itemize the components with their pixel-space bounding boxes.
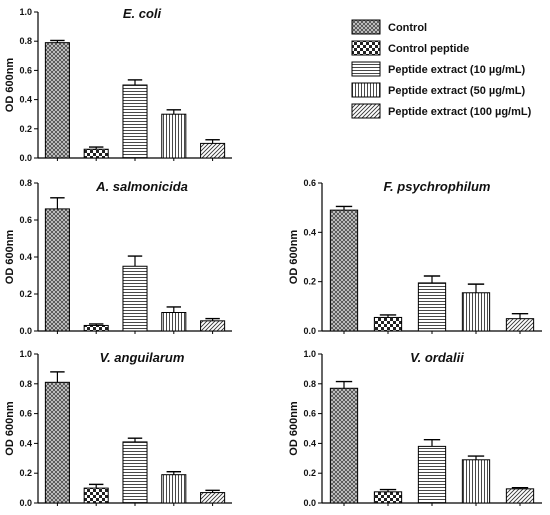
bar bbox=[122, 84, 148, 159]
y-tick-label: 0.0 bbox=[303, 326, 316, 336]
legend-item: Peptide extract (100 µg/mL) bbox=[351, 103, 532, 119]
y-tick-label: 0.0 bbox=[19, 326, 32, 336]
bar bbox=[461, 292, 491, 332]
panel-title: F. psychrophilum bbox=[384, 179, 491, 194]
y-axis-label: OD 600nm bbox=[4, 401, 16, 456]
bar bbox=[44, 42, 70, 159]
legend-swatch bbox=[351, 61, 381, 77]
y-tick-label: 0.4 bbox=[303, 438, 316, 448]
y-axis-label: OD 600nm bbox=[4, 230, 16, 285]
y-tick-label: 0.8 bbox=[19, 178, 32, 188]
bar bbox=[83, 148, 109, 159]
legend-item: Peptide extract (10 µg/mL) bbox=[351, 61, 525, 77]
bar bbox=[505, 318, 535, 332]
y-tick-label: 0.8 bbox=[19, 379, 32, 389]
y-tick-label: 0.6 bbox=[19, 409, 32, 419]
legend-item: Peptide extract (50 µg/mL) bbox=[351, 82, 525, 98]
bar bbox=[505, 488, 535, 504]
panel-title: E. coli bbox=[123, 6, 162, 21]
legend-swatch bbox=[351, 103, 381, 119]
bar bbox=[373, 316, 403, 332]
legend-item: Control peptide bbox=[351, 40, 469, 56]
bar bbox=[417, 282, 447, 332]
y-tick-label: 0.4 bbox=[19, 252, 32, 262]
y-axis-label: OD 600nm bbox=[288, 230, 300, 285]
y-tick-label: 0.6 bbox=[303, 178, 316, 188]
bar bbox=[329, 387, 359, 504]
y-tick-label: 0.2 bbox=[303, 277, 316, 287]
y-tick-label: 0.4 bbox=[303, 227, 316, 237]
y-tick-label: 1.0 bbox=[19, 7, 32, 17]
y-tick-label: 0.4 bbox=[19, 95, 32, 105]
panel-title: A. salmonicida bbox=[95, 179, 188, 194]
y-axis-label: OD 600nm bbox=[4, 58, 16, 113]
legend-swatch bbox=[351, 40, 381, 56]
bar bbox=[200, 320, 226, 332]
bar bbox=[161, 312, 187, 332]
y-tick-label: 0.8 bbox=[19, 36, 32, 46]
panel-title: V. ordalii bbox=[410, 350, 464, 365]
legend-item: Control bbox=[351, 19, 427, 35]
bar bbox=[200, 142, 226, 159]
bar bbox=[461, 459, 491, 504]
y-axis-label: OD 600nm bbox=[288, 401, 300, 456]
y-tick-label: 0.0 bbox=[303, 498, 316, 508]
y-tick-label: 0.6 bbox=[303, 409, 316, 419]
chart-panel: 0.0 0.2 0.4 0.6 0.8 1.0 OD 600nm V. anguilarum bbox=[4, 349, 232, 508]
y-tick-label: 0.4 bbox=[19, 438, 32, 448]
legend-swatch bbox=[351, 19, 381, 35]
y-tick-label: 0.2 bbox=[19, 289, 32, 299]
chart-panel: 0.0 0.2 0.4 0.6 0.8 OD 600nm A. salmonicida bbox=[4, 178, 232, 336]
legend-label: Peptide extract (100 µg/mL) bbox=[388, 106, 532, 118]
bar bbox=[122, 265, 148, 332]
bar bbox=[83, 324, 109, 332]
y-tick-label: 0.0 bbox=[19, 498, 32, 508]
bar bbox=[417, 445, 447, 504]
y-tick-label: 1.0 bbox=[19, 349, 32, 359]
y-tick-label: 0.0 bbox=[19, 153, 32, 163]
bar bbox=[83, 487, 109, 504]
bar bbox=[200, 492, 226, 504]
chart-panel: 0.0 0.2 0.4 0.6 0.8 1.0 OD 600nm V. ordalii bbox=[288, 349, 542, 508]
chart-panel: 0.0 0.2 0.4 0.6 0.8 1.0 OD 600nm E. coli bbox=[4, 6, 232, 163]
y-tick-label: 0.6 bbox=[19, 215, 32, 225]
bar bbox=[161, 113, 187, 159]
bar bbox=[122, 441, 148, 504]
legend-label: Peptide extract (50 µg/mL) bbox=[388, 85, 525, 97]
chart-panel: 0.0 0.2 0.4 0.6 OD 600nm F. psychrophilum bbox=[288, 178, 542, 336]
bar bbox=[373, 491, 403, 504]
y-tick-label: 0.8 bbox=[303, 379, 316, 389]
bar bbox=[44, 208, 70, 332]
bar bbox=[329, 209, 359, 332]
legend-label: Control peptide bbox=[388, 43, 469, 55]
y-tick-label: 0.2 bbox=[19, 468, 32, 478]
y-tick-label: 0.2 bbox=[303, 468, 316, 478]
legend-swatch bbox=[351, 82, 381, 98]
legend-label: Control bbox=[388, 22, 427, 34]
legend: Control Control peptide Peptide extract (1… bbox=[351, 19, 532, 119]
y-tick-label: 0.2 bbox=[19, 124, 32, 134]
y-tick-label: 0.6 bbox=[19, 65, 32, 75]
panel-title: V. anguilarum bbox=[100, 350, 185, 365]
bar bbox=[161, 474, 187, 504]
y-tick-label: 1.0 bbox=[303, 349, 316, 359]
bar bbox=[44, 381, 70, 504]
legend-label: Peptide extract (10 µg/mL) bbox=[388, 64, 525, 76]
